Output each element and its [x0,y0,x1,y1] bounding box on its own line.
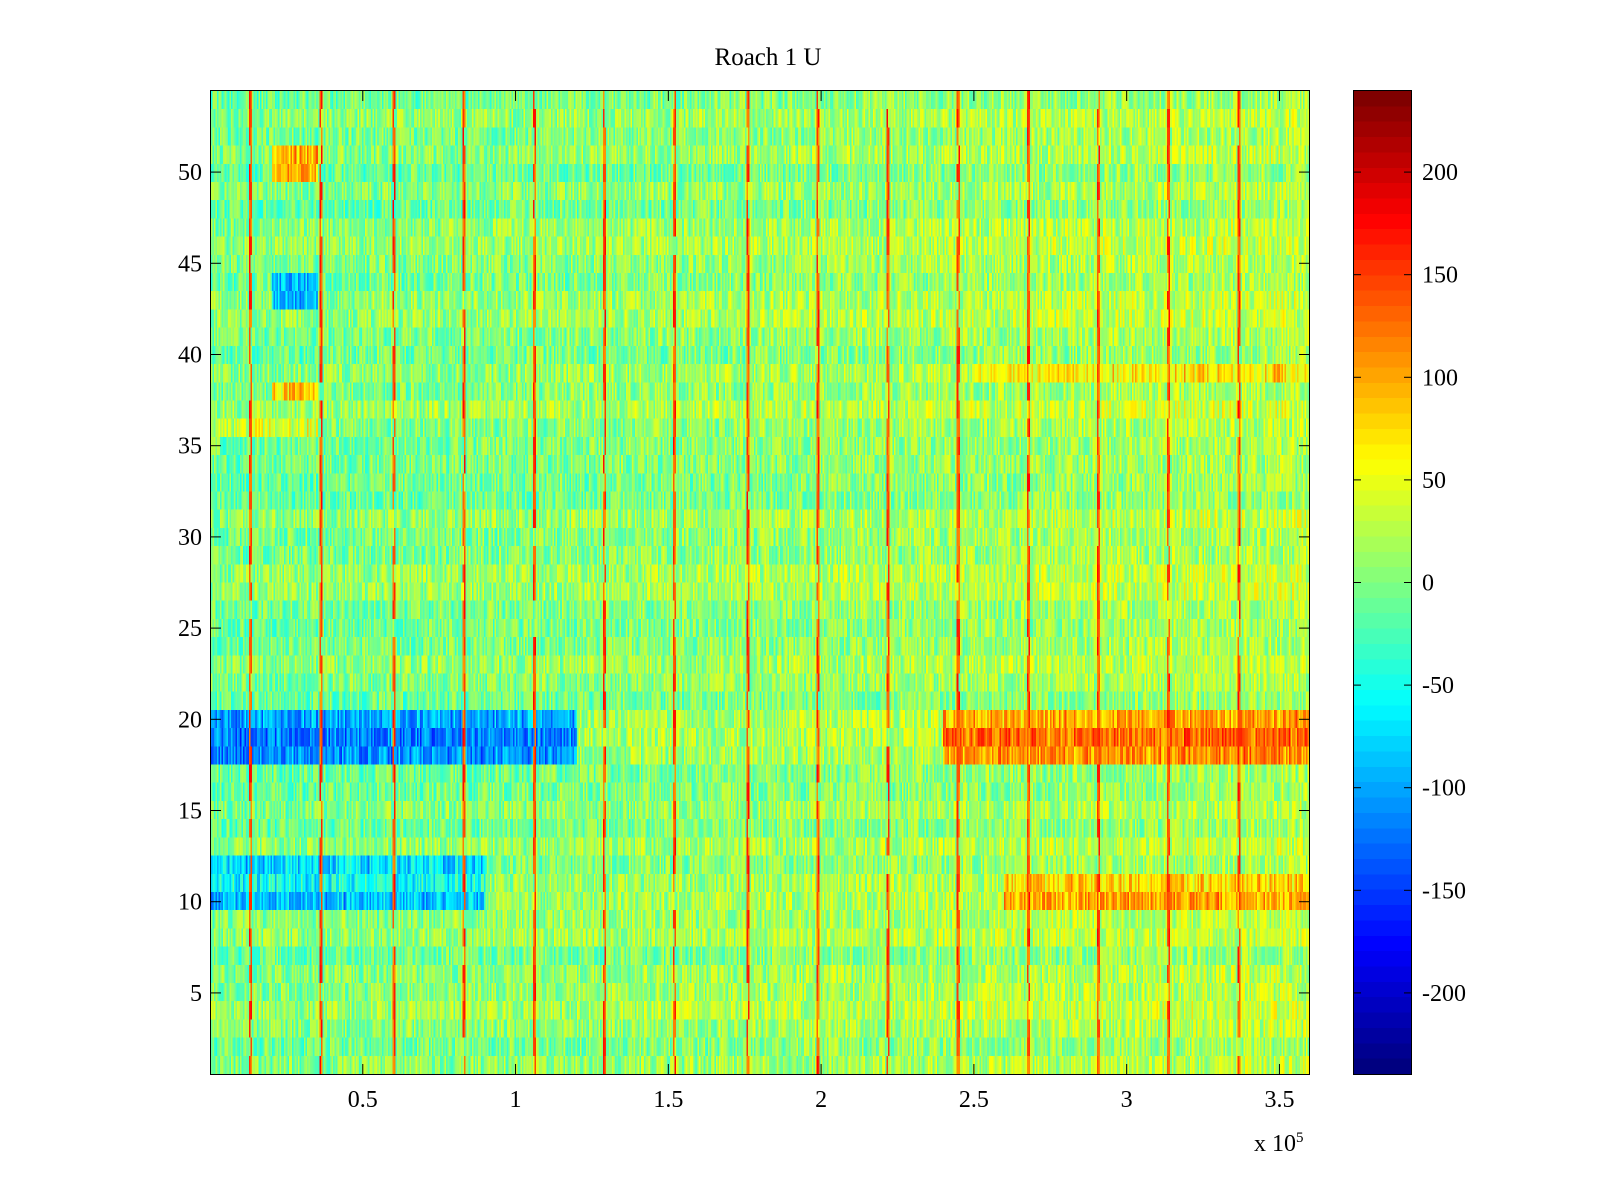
colorbar-tick-label: -150 [1422,878,1466,904]
colorbar-tick-label: 150 [1422,263,1458,289]
x-exponent-power: 5 [1296,1130,1304,1146]
colorbar-tick-label: -200 [1422,981,1466,1007]
y-tick-label: 40 [178,342,202,368]
y-tick-label: 15 [178,799,202,825]
heatmap-plot-area [210,90,1310,1075]
x-tick-label: 1.5 [653,1087,683,1113]
colorbar-tick-label: -50 [1422,673,1454,699]
x-tick-label: 1 [510,1087,522,1113]
colorbar-tick-label: 100 [1422,365,1458,391]
x-tick-label: 2.5 [959,1087,989,1113]
colorbar-tick-label: 200 [1422,160,1458,186]
chart-title: Roach 1 U [714,44,822,71]
y-tick-label: 30 [178,525,202,551]
y-tick-label: 5 [190,981,202,1007]
y-tick-label: 25 [178,616,202,642]
x-tick-label: 2 [815,1087,827,1113]
colorbar-tick-label: 50 [1422,468,1446,494]
colorbar-tick-label: 0 [1422,571,1434,597]
y-tick-label: 45 [178,251,202,277]
colorbar [1353,90,1412,1075]
y-tick-label: 20 [178,707,202,733]
x-tick-label: 3 [1121,1087,1133,1113]
colorbar-tick-label: -100 [1422,776,1466,802]
y-tick-label: 10 [178,890,202,916]
y-tick-label: 50 [178,160,202,186]
x-axis-exponent-label: x 105 [1254,1130,1304,1158]
x-tick-label: 3.5 [1264,1087,1294,1113]
y-tick-label: 35 [178,434,202,460]
x-exponent-base: x 10 [1254,1131,1296,1157]
x-tick-label: 0.5 [348,1087,378,1113]
